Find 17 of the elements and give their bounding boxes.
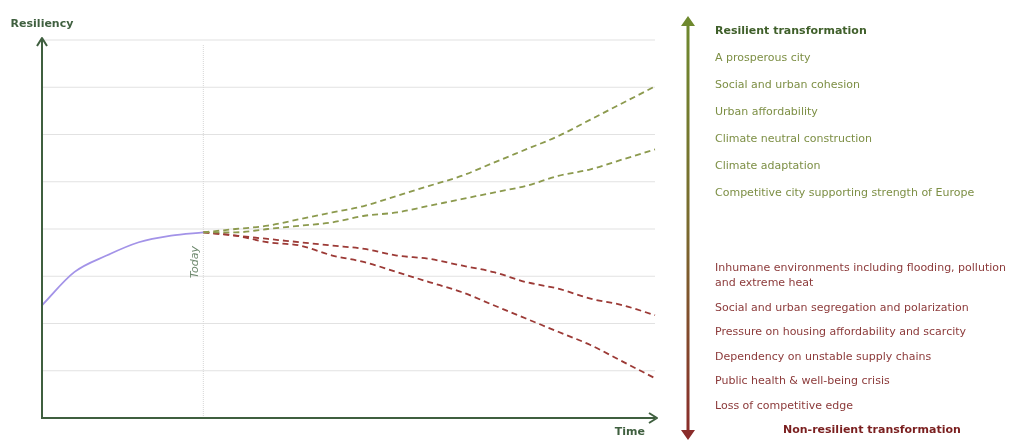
text: Public health & well-being crisis xyxy=(715,373,891,388)
text: Resilient transformation xyxy=(715,23,868,38)
text: Social and urban segregation and polarization xyxy=(715,299,970,315)
text: Urban affordability xyxy=(715,104,819,119)
text: Loss of competitive edge xyxy=(715,397,854,413)
text: A prosperous city xyxy=(715,50,812,65)
text: Non-resilient transformation xyxy=(782,422,962,437)
text: Dependency on unstable supply chains xyxy=(715,348,933,364)
text: Climate adaptation xyxy=(715,158,822,173)
text: Resiliency xyxy=(10,16,74,30)
text: Pressure on housing affordability and scarcity xyxy=(715,324,968,339)
text: Competitive city supporting strength of Europe xyxy=(715,185,976,200)
text: Social and urban cohesion xyxy=(715,77,861,92)
x-axis-title: Time xyxy=(614,424,645,438)
annotation: Today xyxy=(188,245,202,279)
text: Climate neutral construction xyxy=(715,131,874,146)
text: Inhumane environments including flooding, pollution and extreme heat xyxy=(715,260,1007,290)
